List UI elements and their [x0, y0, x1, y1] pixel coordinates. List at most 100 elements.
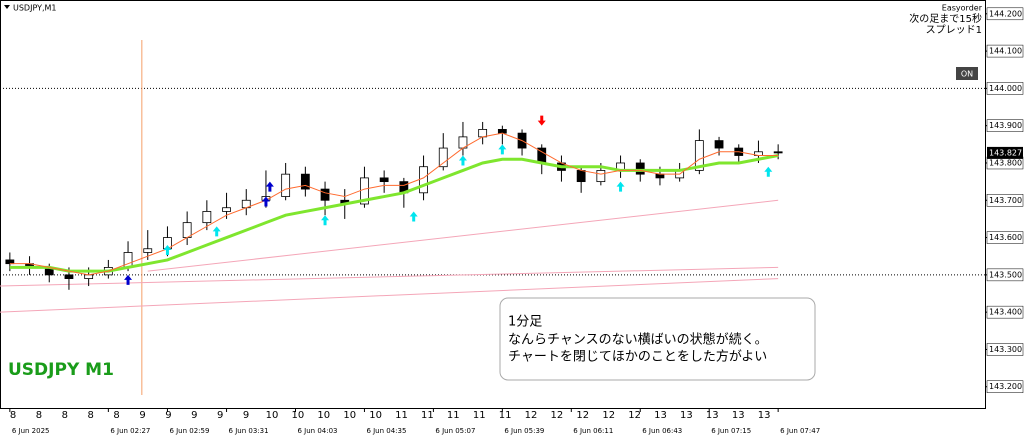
y-tick-box	[986, 343, 1024, 356]
menu-triangle[interactable]	[4, 5, 10, 9]
hour-label: 9	[243, 410, 249, 421]
countdown: 次の足まで15秒	[909, 12, 982, 25]
price-label: 143.827	[989, 148, 1022, 157]
hour-label: 10	[343, 410, 356, 421]
x-tick-label: 6 Jun 06:43	[642, 427, 682, 435]
hour-label: 13	[706, 410, 719, 421]
candle-body	[635, 162, 645, 175]
y-tick-label: 143.600	[989, 233, 1022, 242]
hour-label: 12	[628, 410, 641, 421]
signal-arrow	[212, 226, 221, 237]
signal-arrow	[409, 211, 418, 222]
x-tick-label: 6 Jun 07:15	[711, 427, 751, 435]
hour-label: 12	[576, 410, 589, 421]
x-tick-label: 6 Jun 07:47	[780, 427, 820, 435]
candle-body	[419, 166, 428, 194]
hour-label: 12	[525, 410, 538, 421]
x-tick-label: 6 Jun 04:35	[366, 427, 406, 435]
y-tick-label: 143.500	[989, 270, 1022, 279]
signal-arrow	[458, 155, 467, 166]
panel-name: Easyorder	[942, 4, 983, 13]
hour-label: 8	[36, 410, 42, 421]
y-tick-box	[986, 305, 1024, 319]
comment-line: なんらチャンスのない横ばいの状態が続く。	[508, 332, 768, 348]
hour-label: 9	[191, 410, 197, 421]
candle-body	[694, 140, 704, 171]
hour-label: 8	[10, 410, 16, 421]
on-button[interactable]	[956, 67, 978, 80]
hour-label: 9	[165, 410, 171, 421]
hour-label: 10	[266, 410, 279, 421]
x-tick-label: 6 Jun 05:07	[435, 427, 475, 435]
hour-label: 11	[499, 410, 512, 421]
candle-body	[182, 222, 192, 238]
price-box	[987, 146, 1023, 159]
x-tick-label: 6 Jun 04:03	[298, 427, 338, 435]
hour-label: 8	[113, 410, 119, 421]
hour-label: 9	[139, 410, 145, 421]
hour-label: 8	[88, 410, 94, 421]
y-tick-label: 143.800	[989, 158, 1022, 167]
band-line	[147, 199, 779, 272]
y-tick-box	[986, 380, 1024, 393]
hour-label: 11	[421, 410, 434, 421]
hour-label: 10	[369, 410, 382, 421]
hour-label: 10	[317, 410, 330, 421]
hour-label: 12	[551, 410, 564, 421]
comment-box	[499, 297, 816, 381]
hour-label: 13	[654, 410, 667, 421]
hour-label: 11	[473, 410, 486, 421]
candle-body	[773, 151, 783, 154]
candle-body	[281, 173, 291, 197]
x-tick-label: 6 Jun 02:59	[169, 427, 209, 435]
signal-arrow	[498, 144, 507, 155]
hour-label: 11	[447, 410, 460, 421]
candle-body	[202, 211, 212, 224]
x-tick-label: 6 Jun 06:11	[573, 427, 613, 435]
signal-arrow	[124, 274, 133, 285]
watermark: USDJPY M1	[8, 360, 114, 380]
candle-body	[222, 207, 231, 212]
signal-arrow	[265, 181, 274, 192]
hour-label: 12	[602, 410, 615, 421]
y-tick-label: 144.200	[989, 9, 1022, 18]
candle-body	[497, 129, 507, 134]
y-tick-label: 143.400	[989, 308, 1022, 317]
candle-body	[300, 173, 310, 190]
plot-frame	[0, 0, 986, 409]
candle-body	[64, 274, 74, 279]
hour-label: 8	[62, 410, 68, 421]
hour-label: 13	[732, 410, 745, 421]
band-line	[0, 278, 779, 313]
candle-body	[478, 129, 488, 138]
candle-body	[576, 170, 586, 183]
x-tick-label: 6 Jun 02:27	[110, 427, 150, 435]
hour-label: 13	[680, 410, 693, 421]
hour-label: 10	[292, 410, 305, 421]
x-tick-label: 6 Jun 03:31	[229, 427, 269, 435]
candle-body	[84, 274, 94, 279]
signal-arrow	[537, 115, 546, 126]
y-tick-box	[986, 231, 1024, 244]
x-tick-label: 6 Jun 2025	[12, 427, 50, 435]
candle-body	[655, 173, 665, 179]
ma-line	[9, 132, 779, 276]
y-tick-box	[986, 7, 1024, 21]
comment-line: チャートを閉じてほかのことをした方がよい	[508, 349, 767, 365]
y-tick-box	[986, 119, 1024, 132]
ma-line	[9, 154, 779, 273]
signal-arrow	[163, 245, 172, 256]
candle-body	[143, 248, 153, 253]
on-button-label[interactable]: ON	[961, 70, 973, 79]
signal-arrow	[764, 166, 773, 177]
y-tick-label: 144.000	[989, 84, 1022, 93]
x-tick-label: 6 Jun 05:39	[504, 427, 544, 435]
y-tick-label: 143.300	[989, 345, 1022, 354]
spread: スプレッド1	[926, 24, 982, 36]
signal-arrow	[261, 196, 270, 207]
candle-body	[438, 147, 448, 168]
hour-label: 9	[217, 410, 223, 421]
candle-body	[320, 188, 330, 201]
y-tick-label: 143.700	[989, 196, 1022, 205]
